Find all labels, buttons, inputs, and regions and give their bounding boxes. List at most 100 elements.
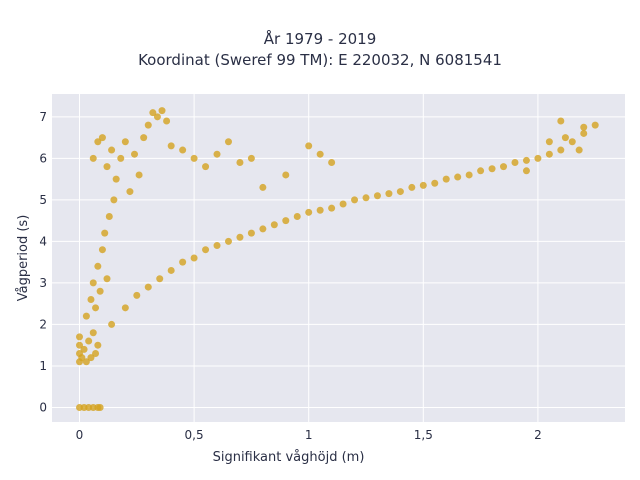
x-axis-title: Signifikant våghöjd (m) xyxy=(213,450,365,465)
scatter-point xyxy=(149,109,157,117)
scatter-point xyxy=(94,262,102,270)
scatter-point xyxy=(557,117,565,125)
y-tick-label: 3 xyxy=(39,276,47,290)
scatter-point xyxy=(76,341,84,349)
scatter-point xyxy=(190,154,198,162)
scatter-point xyxy=(557,146,565,154)
scatter-point xyxy=(454,173,462,181)
chart-title-line-1: År 1979 - 2019 xyxy=(263,30,377,48)
scatter-point xyxy=(135,171,143,179)
y-tick-label: 6 xyxy=(39,151,47,165)
scatter-point xyxy=(126,188,134,196)
scatter-point xyxy=(236,233,244,241)
scatter-point xyxy=(328,159,336,167)
scatter-point xyxy=(419,181,427,189)
y-tick-label: 2 xyxy=(39,317,47,331)
scatter-point xyxy=(580,123,588,131)
scatter-point xyxy=(158,107,166,115)
scatter-point xyxy=(131,150,139,158)
scatter-point xyxy=(213,150,221,158)
chart-title-line-2: Koordinat (Sweref 99 TM): E 220032, N 60… xyxy=(138,51,502,69)
scatter-point xyxy=(140,134,148,142)
y-tick-label: 7 xyxy=(39,110,47,124)
scatter-point xyxy=(282,217,290,225)
scatter-point xyxy=(112,175,120,183)
scatter-point xyxy=(316,150,324,158)
scatter-point xyxy=(408,183,416,191)
scatter-point xyxy=(282,171,290,179)
scatter-point xyxy=(167,266,175,274)
x-tick-label: 2 xyxy=(534,428,542,442)
scatter-point xyxy=(108,320,116,328)
scatter-point xyxy=(575,146,583,154)
scatter-point xyxy=(568,138,576,146)
scatter-point xyxy=(339,200,347,208)
scatter-point xyxy=(98,134,106,142)
scatter-point xyxy=(477,167,485,175)
scatter-point xyxy=(591,121,599,129)
y-tick-label: 0 xyxy=(39,400,47,414)
scatter-point xyxy=(561,134,569,142)
scatter-point xyxy=(156,275,164,283)
scatter-point xyxy=(236,159,244,167)
scatter-point xyxy=(110,196,118,204)
scatter-point xyxy=(247,229,255,237)
y-tick-label: 4 xyxy=(39,234,47,248)
scatter-point xyxy=(80,345,88,353)
scatter-point xyxy=(105,212,113,220)
scatter-point xyxy=(85,337,93,345)
scatter-point xyxy=(522,167,530,175)
scatter-point xyxy=(89,154,97,162)
scatter-point xyxy=(500,163,508,171)
scatter-point xyxy=(522,156,530,164)
y-tick-label: 1 xyxy=(39,359,47,373)
scatter-point xyxy=(82,358,90,366)
scatter-point xyxy=(108,146,116,154)
scatter-point xyxy=(442,175,450,183)
x-tick-label: 0 xyxy=(76,428,84,442)
scatter-point xyxy=(534,154,542,162)
scatter-point xyxy=(362,194,370,202)
scatter-point xyxy=(580,129,588,137)
scatter-point xyxy=(465,171,473,179)
scatter-point xyxy=(396,188,404,196)
scatter-point xyxy=(259,183,267,191)
scatter-point xyxy=(511,159,519,167)
scatter-point xyxy=(94,341,102,349)
scatter-point xyxy=(87,354,95,362)
scatter-point xyxy=(385,190,393,198)
scatter-point xyxy=(224,138,232,146)
scatter-point xyxy=(351,196,359,204)
plot-area xyxy=(52,94,625,422)
scatter-point xyxy=(92,304,100,312)
scatter-point xyxy=(101,229,109,237)
scatter-point xyxy=(144,121,152,129)
scatter-point xyxy=(270,221,278,229)
scatter-point xyxy=(103,163,111,171)
scatter-point xyxy=(202,163,210,171)
scatter-point xyxy=(103,275,111,283)
scatter-point xyxy=(96,403,104,411)
y-tick-label: 5 xyxy=(39,193,47,207)
scatter-point xyxy=(117,154,125,162)
scatter-point xyxy=(87,296,95,304)
scatter-point xyxy=(82,312,90,320)
scatter-point xyxy=(190,254,198,262)
scatter-point xyxy=(431,179,439,187)
scatter-point xyxy=(545,150,553,158)
scatter-point xyxy=(121,304,129,312)
x-tick-label: 1 xyxy=(305,428,313,442)
scatter-point xyxy=(247,154,255,162)
y-axis-title: Vågperiod (s) xyxy=(16,215,31,302)
scatter-point xyxy=(316,206,324,214)
scatter-point xyxy=(96,287,104,295)
scatter-point xyxy=(144,283,152,291)
scatter-point xyxy=(293,212,301,220)
scatter-point xyxy=(202,246,210,254)
scatter-point xyxy=(545,138,553,146)
scatter-point xyxy=(89,329,97,337)
scatter-point xyxy=(179,146,187,154)
scatter-point xyxy=(488,165,496,173)
